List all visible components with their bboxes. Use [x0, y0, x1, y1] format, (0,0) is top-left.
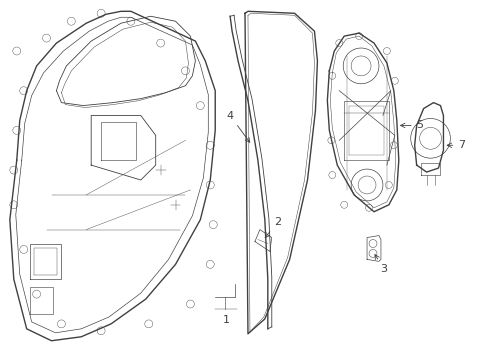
Text: 7: 7: [446, 140, 465, 150]
Text: 1: 1: [222, 315, 229, 325]
Text: 3: 3: [374, 255, 386, 274]
Text: 6: 6: [0, 359, 1, 360]
Text: 5: 5: [400, 121, 423, 130]
Text: 4: 4: [226, 111, 249, 142]
Text: 2: 2: [264, 217, 281, 238]
